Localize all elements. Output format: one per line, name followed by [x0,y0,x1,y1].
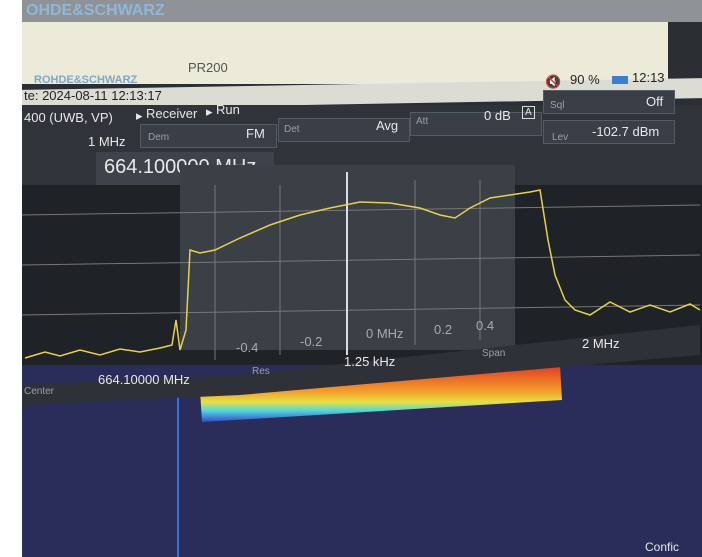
res-value: 1.25 kHz [344,354,395,369]
span-value: 2 MHz [582,336,620,351]
span-label: Span [482,348,505,359]
center-label: Center [24,386,54,397]
res-label: Res [252,366,270,377]
x-label: 0.2 [434,322,452,337]
x-label: 0.4 [476,318,494,333]
config-button[interactable]: Confic [645,540,679,554]
x-label: -0.4 [236,340,258,355]
center-value: 664.10000 MHz [98,372,190,387]
x-label: 0 MHz [366,326,404,341]
x-label: -0.2 [300,334,322,349]
spectrum [0,0,702,557]
screen-photo: OHDE&SCHWARZ ROHDE&SCHWARZ PR200 te: 202… [0,0,702,557]
